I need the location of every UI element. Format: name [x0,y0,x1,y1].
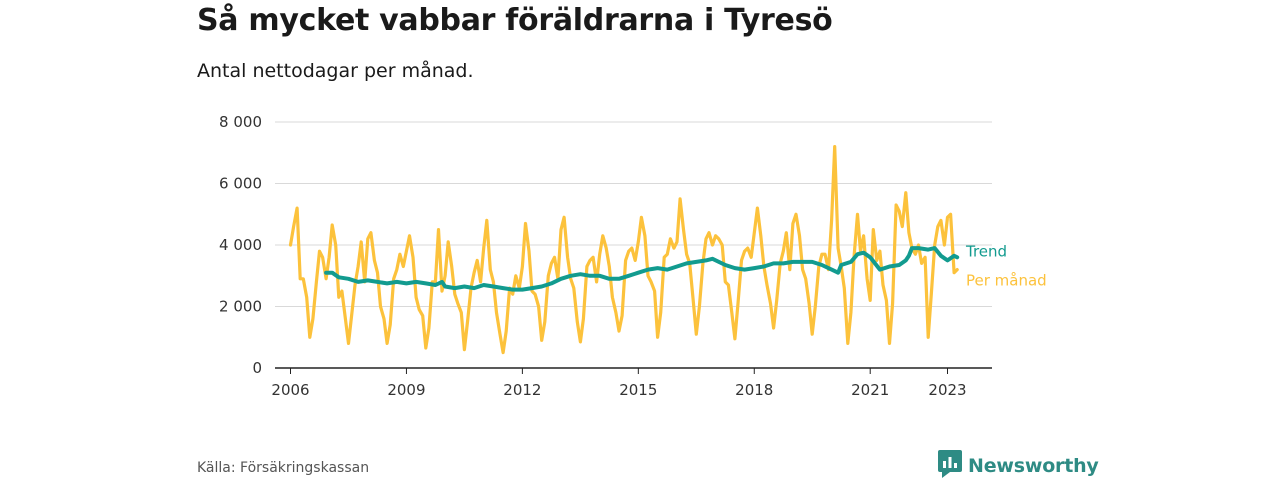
newsworthy-logo-icon [938,450,962,482]
grid-lines [275,121,992,307]
y-tick-label: 0 [252,359,262,377]
y-axis: 0 2 000 4 000 6 000 8 000 [219,113,262,377]
series-line-per-manad [288,145,959,355]
brand-name: Newsworthy [968,455,1099,477]
x-axis: 2006 2009 2012 2015 2018 2021 2023 [271,367,992,399]
x-tick-label: 2009 [387,381,425,399]
series-label-trend: Trend [965,242,1007,260]
y-tick-label: 2 000 [219,298,262,316]
series-label-per-manad: Per månad [966,272,1047,290]
chart-subtitle: Antal nettodagar per månad. [197,60,474,82]
series-line-trend [324,246,960,292]
x-tick-label: 2021 [851,381,889,399]
y-tick-label: 4 000 [219,236,262,254]
source-note: Källa: Försäkringskassan [197,460,370,476]
chart-title: Så mycket vabbar föräldrarna i Tyresö [197,3,833,38]
brand-logo: Newsworthy [938,450,1099,482]
x-tick-label: 2015 [619,381,657,399]
x-tick-label: 2006 [271,381,309,399]
series-lines [288,145,960,355]
x-tick-label: 2012 [503,381,541,399]
y-tick-label: 6 000 [219,175,262,193]
x-tick-label: 2023 [928,381,966,399]
y-tick-label: 8 000 [219,113,262,131]
x-tick-label: 2018 [735,381,773,399]
series-labels: Per månad Trend [965,242,1047,289]
